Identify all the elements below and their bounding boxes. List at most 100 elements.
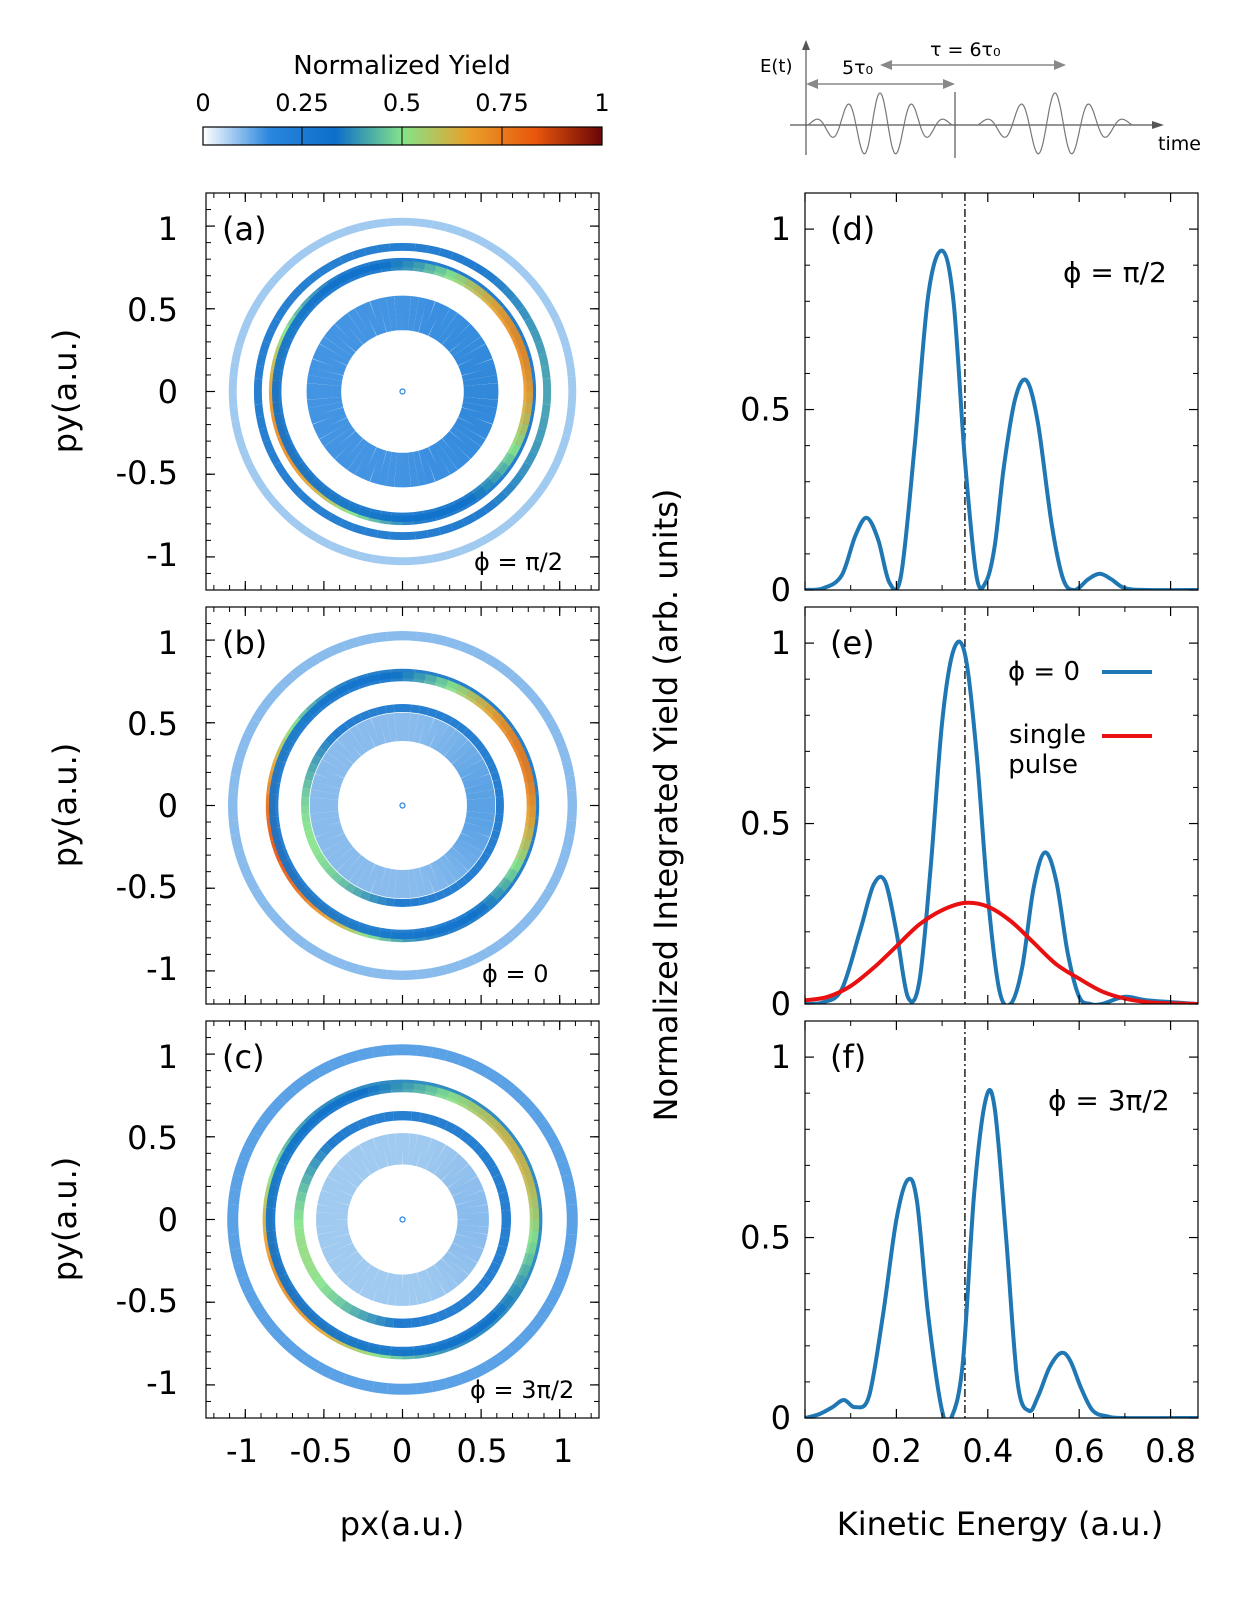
heatmap-segment bbox=[445, 636, 463, 651]
y-axis-label: py(a.u.) bbox=[46, 743, 84, 867]
heatmap-segment bbox=[434, 890, 446, 901]
heatmap-segment bbox=[325, 1136, 339, 1150]
heatmap-segment bbox=[472, 262, 488, 277]
heatmap-segment bbox=[356, 676, 371, 689]
heatmap-ring bbox=[301, 704, 504, 907]
heatmap-segment bbox=[492, 490, 508, 506]
heatmap-segment bbox=[447, 1246, 478, 1270]
heatmap-segment bbox=[280, 472, 295, 488]
heatmap-segment bbox=[233, 1159, 249, 1178]
heatmap-segment bbox=[461, 366, 497, 382]
series-line bbox=[805, 900, 1198, 1004]
heatmap-segment bbox=[328, 955, 347, 970]
heatmap-segment bbox=[269, 816, 281, 829]
heatmap-segment bbox=[444, 918, 459, 932]
heatmap-segment bbox=[312, 412, 347, 433]
heatmap-segment bbox=[472, 1283, 486, 1297]
heatmap-segment bbox=[315, 234, 333, 248]
heatmap-segment bbox=[351, 523, 367, 536]
heatmap-segment bbox=[444, 1164, 474, 1188]
heatmap-segment bbox=[450, 251, 466, 264]
heatmap-segment bbox=[351, 247, 367, 260]
heatmap-segment bbox=[445, 223, 462, 236]
heatmap-segment bbox=[424, 1342, 438, 1355]
heatmap-segment bbox=[517, 1161, 532, 1176]
heatmap-segment bbox=[237, 1145, 254, 1164]
heatmap-segment bbox=[444, 1373, 463, 1389]
heatmap-segment bbox=[449, 882, 461, 894]
axis-ticks bbox=[804, 193, 1198, 591]
heatmap-segment bbox=[390, 671, 403, 682]
x-tick-label: 0 bbox=[795, 1432, 815, 1470]
heatmap-segment bbox=[407, 1273, 418, 1306]
heatmap-segment bbox=[526, 793, 537, 806]
heatmap-segment bbox=[342, 1050, 361, 1066]
heatmap-segment bbox=[253, 391, 263, 405]
heatmap-segment bbox=[464, 781, 494, 795]
heatmap-segment bbox=[434, 1261, 458, 1291]
heatmap-segment bbox=[302, 779, 313, 790]
heatmap-segment bbox=[450, 519, 466, 532]
heatmap-segment bbox=[561, 1247, 576, 1265]
heatmap-segment bbox=[497, 931, 515, 949]
heatmap-ring bbox=[228, 631, 577, 980]
heatmap-segment bbox=[416, 554, 433, 565]
y-tick-label: 1 bbox=[158, 1038, 178, 1076]
heatmap-segment bbox=[426, 527, 441, 538]
heatmap-segment bbox=[504, 867, 519, 883]
heatmap-segment bbox=[310, 810, 340, 822]
heatmap-segment bbox=[297, 1301, 313, 1317]
heatmap-segment bbox=[472, 535, 490, 549]
heatmap-segment bbox=[471, 284, 487, 299]
heatmap-segment bbox=[419, 866, 435, 896]
heatmap-segment bbox=[471, 1060, 491, 1078]
heatmap-segment bbox=[565, 775, 577, 792]
x-tick-label: 0.2 bbox=[871, 1432, 922, 1470]
heatmap-segment bbox=[373, 1135, 389, 1168]
heatmap-segment bbox=[357, 265, 372, 278]
heatmap-segment bbox=[468, 865, 481, 878]
heatmap-segment bbox=[435, 1339, 450, 1352]
heatmap-segment bbox=[431, 551, 448, 563]
heatmap-segment bbox=[269, 498, 286, 515]
heatmap-segment bbox=[315, 535, 333, 549]
heatmap-segment bbox=[466, 1101, 481, 1116]
heatmap-segment bbox=[461, 401, 497, 417]
heatmap-segment bbox=[445, 960, 463, 975]
tau-arrowhead-right bbox=[1054, 60, 1066, 70]
heatmap-segment bbox=[425, 1267, 446, 1298]
heatmap-segment bbox=[459, 1295, 473, 1309]
heatmap-segment bbox=[273, 1161, 288, 1176]
heatmap-segment bbox=[228, 819, 240, 836]
heatmap-segment bbox=[542, 378, 552, 392]
axis-ticks bbox=[206, 193, 599, 590]
heatmap-segment bbox=[370, 866, 386, 896]
heatmap-segment bbox=[567, 376, 577, 392]
heatmap-segment bbox=[376, 530, 391, 540]
heatmap-segment bbox=[473, 696, 489, 711]
heatmap-segment bbox=[479, 747, 491, 759]
heatmap-segment bbox=[318, 759, 347, 779]
heatmap-segment bbox=[500, 1292, 515, 1308]
heatmap-segment bbox=[530, 328, 543, 344]
heatmap-segment bbox=[300, 711, 315, 726]
heatmap-segment bbox=[314, 1107, 330, 1122]
heatmap-segment bbox=[407, 451, 420, 488]
heatmap-segment bbox=[462, 871, 475, 884]
heatmap-segment bbox=[439, 854, 463, 882]
heatmap-segment bbox=[445, 430, 477, 460]
heatmap-segment bbox=[343, 223, 360, 236]
heatmap-segment bbox=[379, 1134, 394, 1167]
heatmap-segment bbox=[227, 1189, 241, 1206]
heatmap-segment bbox=[376, 243, 391, 253]
heatmap-segment bbox=[506, 1141, 521, 1156]
heatmap-segment bbox=[418, 298, 436, 334]
heatmap-segment bbox=[525, 1241, 538, 1255]
heatmap-segment bbox=[462, 396, 499, 409]
heatmap-segment bbox=[487, 762, 498, 774]
heatmap-segment bbox=[234, 332, 247, 349]
heatmap-segment bbox=[516, 346, 529, 361]
heatmap-segment bbox=[402, 969, 418, 980]
heatmap-segment bbox=[402, 512, 414, 522]
heatmap-segment bbox=[497, 876, 512, 892]
